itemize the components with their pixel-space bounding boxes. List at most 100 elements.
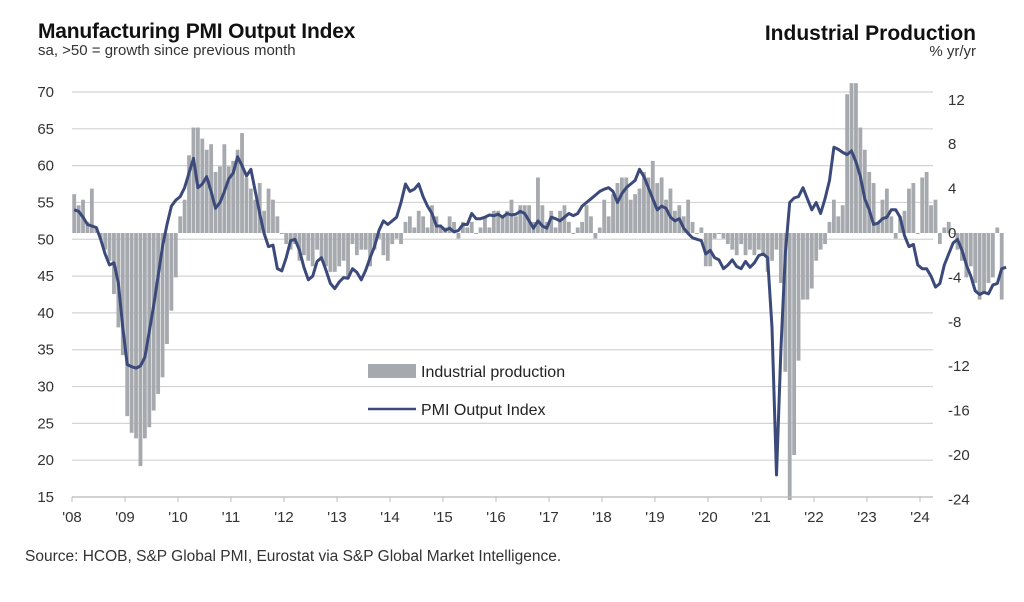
left-tick-label: 30: [37, 379, 54, 396]
industrial-production-bar: [831, 199, 836, 233]
left-tick-label: 70: [37, 84, 54, 101]
industrial-production-bar: [699, 227, 704, 233]
industrial-production-bar: [262, 210, 267, 233]
industrial-production-bar: [774, 233, 779, 250]
industrial-production-bar: [867, 171, 872, 233]
x-tick-label: '20: [698, 509, 718, 526]
right-tick-label: 12: [948, 92, 965, 109]
pmi-line-group: [73, 145, 1007, 477]
industrial-production-bar: [328, 233, 333, 272]
legend-swatch-industrial-production: [368, 364, 416, 378]
industrial-production-bar: [818, 233, 823, 250]
industrial-production-bar: [902, 210, 907, 233]
x-tick-label: '24: [910, 509, 930, 526]
industrial-production-bar: [125, 233, 130, 417]
industrial-production-bar: [721, 233, 726, 239]
x-tick-label: '10: [168, 509, 188, 526]
x-tick-label: '17: [539, 509, 559, 526]
industrial-production-bar: [566, 221, 571, 233]
x-tick-label: '08: [62, 509, 82, 526]
industrial-production-bar: [416, 210, 421, 233]
industrial-production-bar: [235, 149, 240, 233]
industrial-production-bar: [849, 83, 854, 234]
industrial-production-bar: [103, 233, 108, 250]
industrial-production-bar: [491, 210, 496, 233]
industrial-production-bar: [889, 216, 894, 233]
industrial-production-bar: [469, 221, 474, 233]
industrial-production-bar: [805, 233, 810, 300]
industrial-production-bar: [332, 233, 337, 272]
industrial-production-bar: [986, 233, 991, 283]
industrial-production-bar: [977, 233, 982, 300]
industrial-production-bar: [734, 233, 739, 256]
industrial-production-bar: [695, 233, 699, 234]
industrial-production-bar: [951, 233, 956, 234]
industrial-production-bar: [518, 205, 523, 233]
industrial-production-bar: [187, 155, 191, 233]
industrial-production-bar: [319, 233, 324, 261]
industrial-production-bar: [425, 227, 430, 233]
left-tick-label: 55: [37, 194, 54, 211]
industrial-production-bar: [602, 199, 607, 233]
industrial-production-bar: [173, 233, 178, 278]
x-tick-label: '16: [486, 509, 506, 526]
industrial-production-bar: [381, 233, 386, 256]
right-tick-label: -20: [948, 447, 970, 464]
industrial-production-bar: [134, 233, 138, 439]
pmi-output-index-line: [73, 145, 1007, 477]
left-axis-subtitle: sa, >50 = growth since previous month: [38, 42, 296, 59]
industrial-production-bar: [107, 233, 112, 261]
industrial-production-bar: [787, 233, 792, 500]
industrial-production-bar: [606, 216, 611, 233]
industrial-production-bar: [350, 233, 355, 245]
industrial-production-bar: [178, 216, 183, 233]
industrial-production-bar: [690, 221, 695, 233]
industrial-production-bar: [346, 233, 350, 278]
x-tick-label: '13: [327, 509, 347, 526]
industrial-production-bar: [973, 233, 978, 283]
industrial-production-bar: [814, 233, 819, 261]
x-tick-label: '15: [433, 509, 453, 526]
industrial-production-bar: [244, 177, 249, 233]
industrial-production-bar: [884, 188, 889, 233]
left-tick-label: 20: [37, 452, 54, 469]
industrial-production-bar: [500, 216, 505, 233]
industrial-production-bar: [924, 171, 929, 233]
right-tick-label: -12: [948, 358, 970, 375]
x-tick-label: '21: [751, 509, 771, 526]
industrial-production-bar: [447, 216, 452, 233]
industrial-production-bar: [407, 216, 412, 233]
industrial-production-bar: [668, 188, 673, 233]
industrial-production-bar: [452, 221, 456, 233]
x-tick-label: '11: [222, 509, 240, 526]
industrial-production-bar: [182, 199, 187, 233]
right-tick-label: 8: [948, 136, 956, 153]
industrial-production-bar: [483, 216, 487, 233]
industrial-production-bar: [739, 233, 744, 245]
industrial-production-bar: [942, 227, 947, 233]
industrial-production-bar: [549, 210, 554, 233]
right-tick-label: -8: [948, 314, 961, 331]
industrial-production-bar: [487, 227, 492, 233]
industrial-production-bar: [770, 233, 774, 261]
industrial-production-bar: [315, 233, 320, 250]
industrial-production-bar: [231, 160, 236, 233]
right-tick-label: 0: [948, 225, 956, 242]
industrial-production-bar: [496, 210, 501, 233]
left-tick-label: 65: [37, 121, 54, 138]
industrial-production-bar: [725, 233, 730, 245]
industrial-production-bar: [478, 227, 483, 233]
industrial-production-bar: [756, 233, 761, 250]
left-tick-label: 25: [37, 415, 54, 432]
industrial-production-bar: [880, 199, 885, 233]
industrial-production-bar: [142, 233, 147, 439]
industrial-production-bar: [403, 221, 408, 233]
industrial-production-bar: [505, 210, 509, 233]
industrial-production-bar: [253, 199, 258, 233]
legend: Industrial production PMI Output Index: [368, 364, 565, 419]
industrial-production-bar: [284, 233, 289, 245]
industrial-production-bar: [778, 233, 783, 283]
industrial-production-bar: [915, 233, 920, 234]
left-tick-label: 45: [37, 268, 54, 285]
industrial-production-bar: [204, 149, 209, 233]
